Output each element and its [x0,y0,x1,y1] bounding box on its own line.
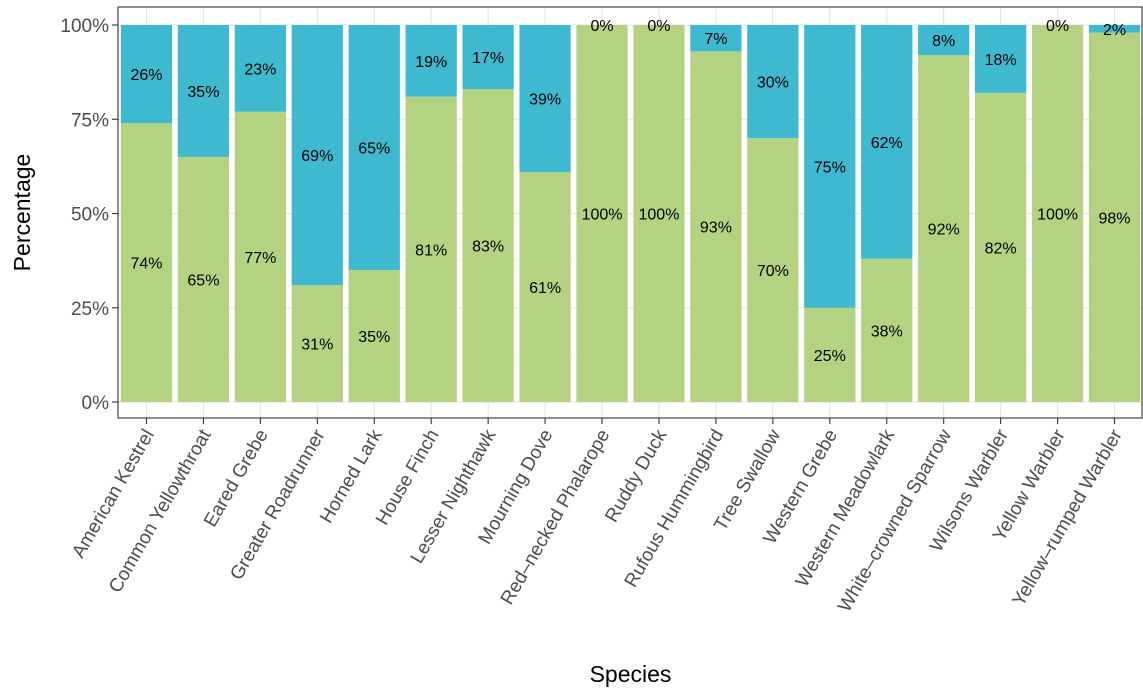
y-axis-title: Percentage [9,154,35,272]
bar-data-label: 30% [757,75,789,92]
bar-data-label: 65% [187,272,219,289]
bar-segment [234,111,286,403]
bar-segment [918,25,970,56]
bar-data-label: 92% [928,222,960,239]
bar-data-label: 38% [871,323,903,340]
bar-segment [804,307,856,402]
y-tick-label: 100% [60,16,109,37]
bar-segment [1031,25,1084,402]
bar-data-label: 23% [244,61,276,78]
bar-data-label: 0% [1046,18,1069,35]
bar-segment [918,55,970,402]
panel-border [117,6,1143,419]
bar-segment [690,25,742,52]
bar-segment [234,25,286,112]
bar-data-label: 61% [529,280,561,297]
bar-segment [975,25,1027,93]
x-tick-label: Western Meadowlark [792,426,899,591]
bar-segment [1088,25,1141,33]
bar-data-label: 74% [130,256,162,273]
bar-segment [291,285,343,402]
bar-segment [1088,32,1141,402]
bar-data-label: 35% [358,329,390,346]
y-axis: 0% 25% 50% 75% 100% [60,16,118,414]
bar-segment [405,25,457,97]
bar-segment [576,25,628,402]
bar-segment [519,25,571,173]
bar-segment [747,25,799,139]
y-tick-label: 25% [71,299,109,320]
bar-data-label: 77% [244,250,276,267]
bar-data-label: 31% [301,337,333,354]
x-tick-label: Yellow–rumped Warbler [1009,425,1128,610]
bar-segment [747,138,799,402]
bar-data-label: 7% [704,31,727,48]
bar-data-label: 100% [582,207,623,224]
bar-data-label: 8% [932,33,955,50]
bar-segment [348,25,400,271]
bar-segment [804,25,856,308]
bar-data-label: 19% [415,54,447,71]
bar-data-label: 82% [985,240,1017,257]
bar-data-label: 0% [590,18,613,35]
bar-data-label: 93% [700,220,732,237]
bar-segment [519,172,571,402]
bar-segment [690,51,742,402]
bar-data-label: 75% [814,159,846,176]
bar-segment [177,156,230,402]
bars [120,25,1141,403]
bar-data-label: 70% [757,263,789,280]
bar-segment [405,96,457,402]
bar-data-label: 17% [472,50,504,67]
bar-data-label: 25% [814,348,846,365]
bar-segment [633,25,685,402]
x-axis-title: Species [590,661,672,687]
bar-segment [462,89,514,402]
bar-segment [120,123,173,403]
bar-data-label: 65% [358,141,390,158]
bar-data-label: 62% [871,135,903,152]
bar-data-label: 18% [985,52,1017,69]
bar-data-label: 35% [187,84,219,101]
bar-segment [861,258,913,402]
bar-data-label: 100% [1037,207,1078,224]
x-tick-label: Rufous Hummingbird [621,426,728,591]
bar-data-label: 98% [1099,210,1131,227]
y-tick-label: 50% [71,205,109,226]
bar-data-label: 2% [1103,22,1126,39]
bar-segment [861,25,913,259]
bar-segment [462,25,514,90]
bar-data-label: 100% [639,207,680,224]
x-tick-label: Red–necked Phalarope [497,426,614,608]
bar-data-label: 26% [130,67,162,84]
x-tick-label: White–crowned Sparrow [834,426,956,616]
bar-data-label: 69% [301,148,333,165]
bar-segment [291,25,343,286]
bar-segment [975,92,1027,403]
bar-segment [177,25,230,157]
bar-labels: 74% 26% 65% 35% 77% 23% 31% 69% 35% 65% 81% 19% 83% 1… [130,18,1130,365]
x-tick-label: Common Yellowthroat [105,425,216,596]
y-tick-label: 75% [71,110,109,131]
y-tick-label: 0% [82,393,110,414]
bar-data-label: 0% [647,18,670,35]
bar-data-label: 81% [415,242,447,259]
bar-segment [120,25,173,124]
bar-data-label: 39% [529,92,561,109]
bar-segment [348,270,400,402]
bar-data-label: 83% [472,239,504,256]
